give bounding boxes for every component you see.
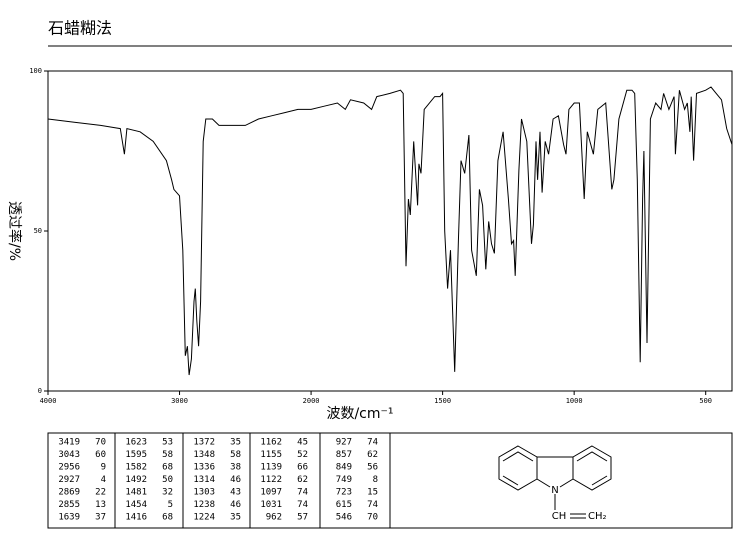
atom-label: CH [552,511,567,522]
structure [498,445,612,519]
y-axis-label: 透过率/% [6,201,23,261]
peak-wavenumber: 857 [336,450,352,460]
peak-transmittance: 62 [297,475,308,485]
benzene-ring [498,445,538,491]
peak-wavenumber: 1303 [193,488,215,498]
peak-wavenumber: 1582 [125,463,147,473]
x-tick-label: 2000 [303,397,320,405]
peak-wavenumber: 849 [336,463,352,473]
peak-transmittance: 46 [230,500,241,510]
peak-transmittance: 58 [230,450,241,460]
peak-wavenumber: 1372 [193,438,215,448]
peak-transmittance: 62 [367,450,378,460]
x-tick-label: 3000 [171,397,188,405]
peak-transmittance: 32 [162,488,173,498]
peak-wavenumber: 1162 [260,438,282,448]
plot-frame [47,70,733,392]
y-tick-label: 0 [38,387,42,395]
x-axis-label: 波数/cm⁻¹ [326,406,393,422]
peak-wavenumber: 1595 [125,450,147,460]
peak-wavenumber: 546 [336,513,352,523]
peak-wavenumber: 1224 [193,513,215,523]
peak-transmittance: 38 [230,463,241,473]
peak-wavenumber: 1623 [125,438,147,448]
peak-wavenumber: 1139 [260,463,282,473]
atom-label: N [551,485,558,496]
peak-wavenumber: 1481 [125,488,147,498]
peak-transmittance: 70 [95,438,106,448]
double-bond [591,475,608,486]
chart-title: 石蜡糊法 [48,19,112,38]
double-bond [576,451,608,462]
peak-transmittance: 58 [162,450,173,460]
peak-wavenumber: 962 [266,513,282,523]
peak-transmittance: 35 [230,438,241,448]
bond [536,478,551,488]
double-bond [502,451,534,462]
peak-transmittance: 74 [367,500,378,510]
x-tick-label: 4000 [40,397,57,405]
x-tick-label: 500 [699,397,712,405]
peak-wavenumber: 1314 [193,475,215,485]
peak-wavenumber: 1639 [58,513,80,523]
peak-wavenumber: 3419 [58,438,80,448]
peak-transmittance: 9 [101,463,106,473]
double-bond [502,475,519,486]
peak-wavenumber: 749 [336,475,352,485]
peak-transmittance: 8 [373,475,378,485]
peak-transmittance: 56 [367,463,378,473]
x-tick-label: 1500 [434,397,451,405]
peak-wavenumber: 1097 [260,488,282,498]
peak-transmittance: 66 [297,463,308,473]
peak-wavenumber: 2956 [58,463,80,473]
peak-transmittance: 57 [297,513,308,523]
peak-transmittance: 74 [297,488,308,498]
peak-transmittance: 70 [367,513,378,523]
peak-wavenumber: 1238 [193,500,215,510]
peak-transmittance: 43 [230,488,241,498]
peak-transmittance: 52 [297,450,308,460]
peak-wavenumber: 1336 [193,463,215,473]
peak-transmittance: 35 [230,513,241,523]
peak-wavenumber: 927 [336,438,352,448]
peak-wavenumber: 615 [336,500,352,510]
peak-transmittance: 46 [230,475,241,485]
spectrum-line [47,86,733,376]
peak-wavenumber: 1122 [260,475,282,485]
benzene-ring [572,445,612,491]
peak-wavenumber: 2927 [58,475,80,485]
peak-wavenumber: 1155 [260,450,282,460]
peak-wavenumber: 1348 [193,450,215,460]
peak-transmittance: 45 [297,438,308,448]
peak-wavenumber: 2855 [58,500,80,510]
peak-transmittance: 74 [367,438,378,448]
peak-transmittance: 68 [162,463,173,473]
peak-transmittance: 15 [367,488,378,498]
peak-transmittance: 22 [95,488,106,498]
peak-transmittance: 13 [95,500,106,510]
y-tick-label: 50 [34,227,42,235]
x-tick-label: 1000 [566,397,583,405]
y-tick-label: 100 [29,67,42,75]
peak-wavenumber: 723 [336,488,352,498]
peak-wavenumber: 3043 [58,450,80,460]
peak-transmittance: 68 [162,513,173,523]
peak-transmittance: 53 [162,438,173,448]
peak-wavenumber: 2869 [58,488,80,498]
peak-transmittance: 50 [162,475,173,485]
peak-wavenumber: 1031 [260,500,282,510]
atom-label: CH₂ [588,511,607,522]
peak-transmittance: 37 [95,513,106,523]
peak-wavenumber: 1492 [125,475,147,485]
peak-wavenumber: 1416 [125,513,147,523]
bond [559,478,574,488]
peak-wavenumber: 1454 [125,500,147,510]
peak-transmittance: 74 [297,500,308,510]
peak-transmittance: 4 [101,475,106,485]
peak-transmittance: 60 [95,450,106,460]
peak-transmittance: 5 [168,500,173,510]
